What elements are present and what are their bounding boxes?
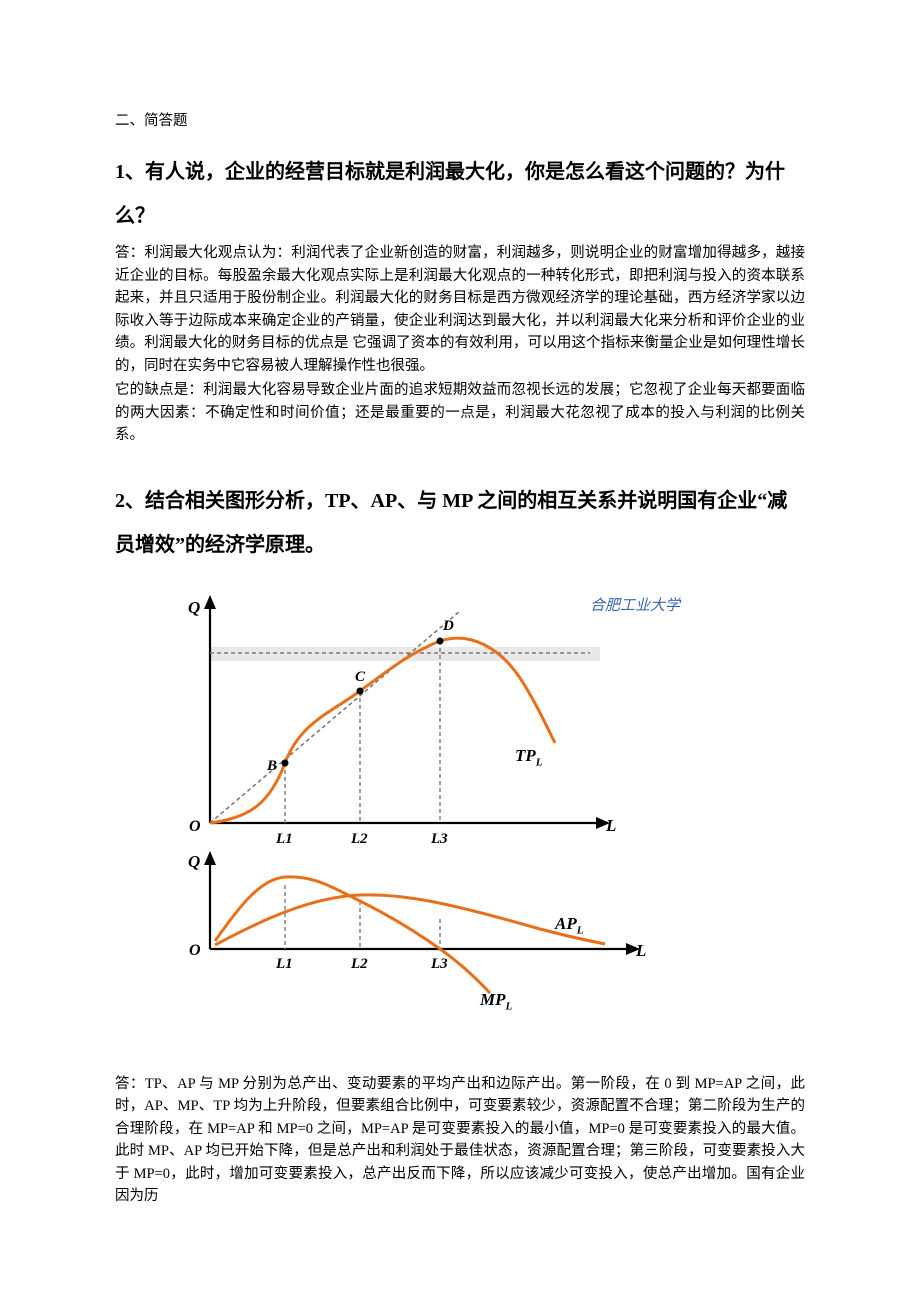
top-origin: O: [189, 815, 201, 840]
q2-heading: 2、结合相关图形分析，TP、AP、与 MP 之间的相互关系并说明国有企业“减员增…: [115, 479, 805, 567]
top-tick-l3: L3: [431, 828, 448, 851]
document-page: 二、简答题 1、有人说，企业的经营目标就是利润最大化，你是怎么看这个问题的？为什…: [0, 0, 920, 1250]
bot-origin: O: [189, 939, 201, 964]
point-d: D: [443, 615, 454, 638]
bot-tick-l2: L2: [351, 953, 368, 976]
point-c: C: [355, 666, 365, 689]
tp-ap-mp-figure: 合肥工业大学 Q O L: [160, 593, 720, 1023]
top-tick-l2: L2: [351, 828, 368, 851]
top-panel-svg: [160, 593, 630, 843]
bot-y-label: Q: [188, 849, 200, 875]
q1-p1: 答：利润最大化观点认为：利润代表了企业新创造的财富，利润越多，则说明企业的财富增…: [115, 242, 805, 377]
section-label: 二、简答题: [115, 110, 805, 132]
mp-label: MPL: [480, 987, 512, 1015]
top-x-label: L: [606, 813, 616, 839]
point-b: B: [267, 755, 277, 778]
bot-tick-l1: L1: [276, 953, 293, 976]
bot-tick-l3: L3: [431, 953, 448, 976]
ap-label: APL: [555, 911, 583, 939]
q2-answer: 答：TP、AP 与 MP 分别为总产出、变动要素的平均产出和边际产出。第一阶段，…: [115, 1073, 805, 1208]
top-tick-l1: L1: [276, 828, 293, 851]
tp-label: TPL: [515, 743, 543, 771]
bot-x-label: L: [636, 938, 646, 964]
q1-heading: 1、有人说，企业的经营目标就是利润最大化，你是怎么看这个问题的？为什么？: [115, 150, 805, 238]
q1-p2: 它的缺点是：利润最大化容易导致企业片面的追求短期效益而忽视长远的发展；它忽视了企…: [115, 379, 805, 446]
top-y-label: Q: [188, 595, 200, 621]
bottom-panel-svg: [160, 851, 660, 1016]
